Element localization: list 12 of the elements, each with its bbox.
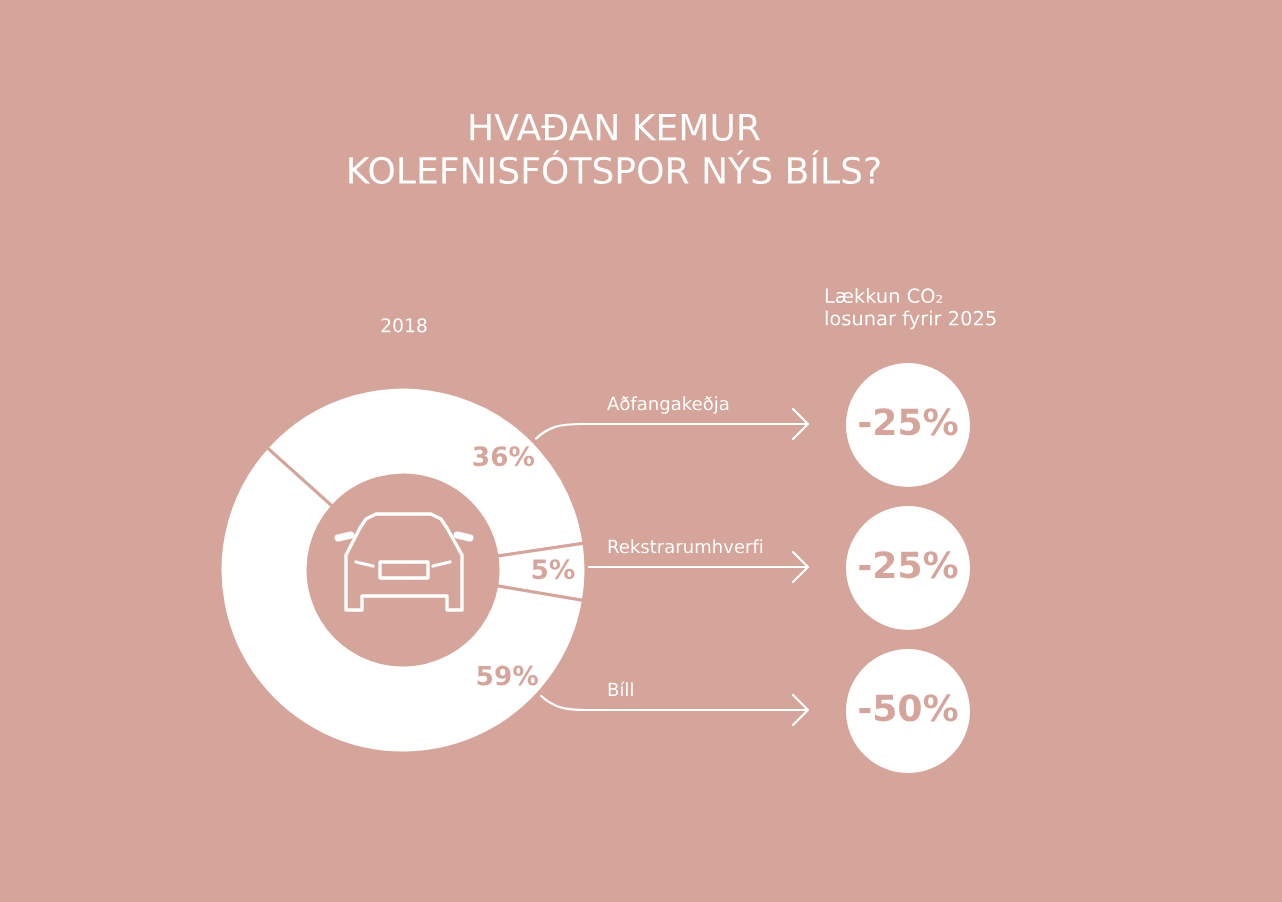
text: -25% <box>859 551 958 579</box>
data-label: 36% <box>473 446 535 467</box>
data-label: 5% <box>532 559 575 580</box>
slice-label: Aðfangakeðja <box>607 396 729 414</box>
text: -25% <box>859 408 958 436</box>
text: -50% <box>859 694 958 722</box>
chart-subtitle: 2018 <box>381 318 427 333</box>
data-label: 59% <box>477 665 538 686</box>
slice-label: Rekstrarumhverfi <box>608 539 763 554</box>
slice-label: Bíll <box>608 681 633 696</box>
chart-title: HVAÐAN KEMUR KOLEFNISFÓTSPOR NÝS BÍLS? <box>349 114 880 185</box>
text: Lækkun CO₂ losunar fyrir 2025 <box>825 288 996 330</box>
